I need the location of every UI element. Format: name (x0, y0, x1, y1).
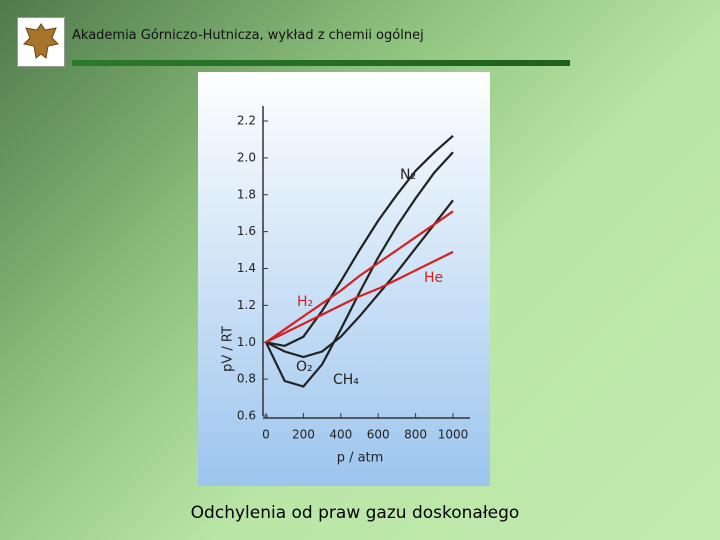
series-line (265, 210, 454, 344)
header-rule (72, 60, 570, 66)
series-label: He (424, 270, 443, 286)
x-tick-label: 400 (329, 428, 352, 442)
y-tick-label: 1.6 (237, 224, 256, 238)
x-tick-label: 1000 (438, 428, 469, 442)
header-title: Akademia Górniczo-Hutnicza, wykład z che… (72, 28, 424, 43)
chart-background (198, 72, 490, 486)
y-tick-label: 2.0 (237, 150, 256, 164)
y-axis-label: pV / RT (221, 326, 236, 372)
series-label: CH₄ (333, 372, 359, 388)
x-tick-label: 0 (262, 428, 270, 442)
series-label: N₂ (400, 167, 416, 183)
x-axis-label: p / atm (337, 451, 384, 466)
y-tick-label: 0.6 (237, 409, 256, 423)
series-label: H₂ (297, 294, 313, 310)
logo (17, 17, 65, 67)
series-line (265, 151, 454, 388)
series-line (265, 199, 454, 359)
y-tick-label: 1.2 (237, 298, 256, 312)
caption: Odchylenia od praw gazu doskonałego (190, 503, 520, 523)
y-tick-label: 0.8 (237, 372, 256, 386)
y-tick-label: 2.2 (237, 114, 256, 128)
series-label: O₂ (296, 359, 313, 375)
eagle-emblem (22, 23, 60, 59)
chart: pV / RT p / atm 0.6 0.8 1.0 1.2 1.4 1.6 1.8 2.0… (198, 72, 490, 486)
series-line (265, 250, 454, 344)
x-tick-label: 800 (404, 428, 427, 442)
y-tick-label: 1.8 (237, 187, 256, 201)
y-tick-label: 1.4 (237, 261, 256, 275)
series-line (265, 134, 454, 348)
x-tick-label: 200 (292, 428, 315, 442)
x-tick-label: 600 (367, 428, 390, 442)
y-tick-label: 1.0 (237, 335, 256, 349)
